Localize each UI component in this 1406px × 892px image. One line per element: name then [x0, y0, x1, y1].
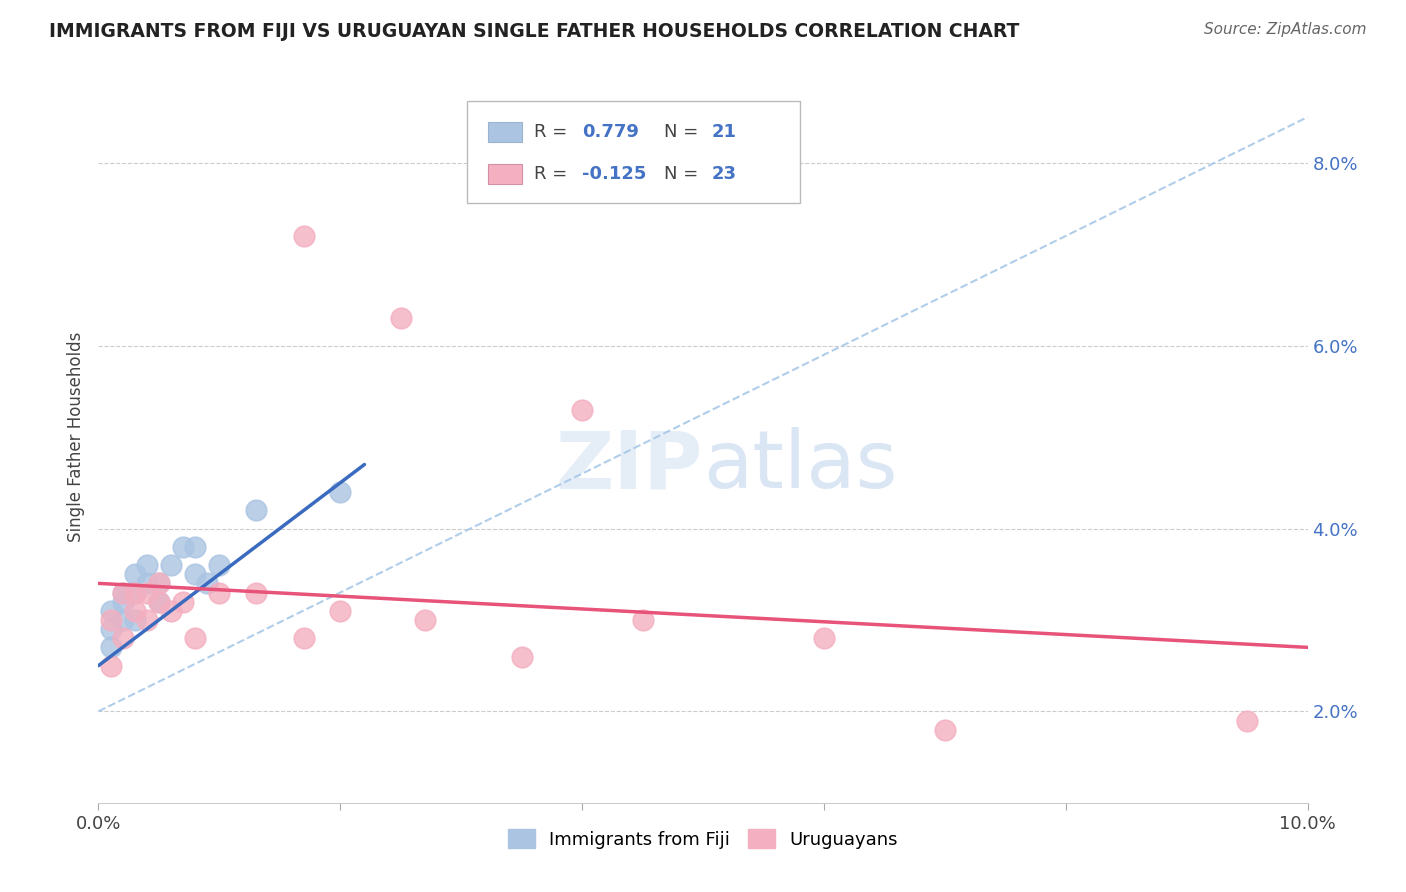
Text: N =: N =: [664, 123, 704, 141]
Point: [184, 567, 207, 582]
Text: -0.125: -0.125: [582, 165, 647, 183]
Point: [160, 558, 183, 573]
Point: [184, 540, 207, 554]
Point: [100, 622, 122, 636]
Point: [148, 576, 170, 591]
Text: IMMIGRANTS FROM FIJI VS URUGUAYAN SINGLE FATHER HOUSEHOLDS CORRELATION CHART: IMMIGRANTS FROM FIJI VS URUGUAYAN SINGLE…: [49, 22, 1019, 41]
Text: 21: 21: [711, 123, 737, 141]
Legend: Immigrants from Fiji, Uruguayans: Immigrants from Fiji, Uruguayans: [501, 822, 905, 856]
Point: [208, 558, 231, 573]
Text: N =: N =: [664, 165, 704, 183]
Bar: [488, 122, 522, 143]
Point: [813, 632, 835, 646]
Point: [245, 585, 267, 599]
Point: [111, 632, 134, 646]
Point: [208, 585, 231, 599]
Y-axis label: Single Father Households: Single Father Households: [67, 332, 86, 542]
Point: [111, 585, 134, 599]
Point: [184, 632, 207, 646]
Point: [111, 585, 134, 599]
Point: [148, 594, 170, 608]
Point: [124, 585, 146, 599]
Point: [124, 604, 146, 618]
Point: [100, 640, 122, 655]
Point: [100, 613, 122, 627]
Point: [124, 567, 146, 582]
Point: [245, 503, 267, 517]
Point: [510, 649, 533, 664]
Point: [413, 613, 436, 627]
Point: [292, 229, 315, 244]
Point: [934, 723, 956, 737]
Point: [1236, 714, 1258, 728]
Point: [172, 540, 194, 554]
Point: [172, 594, 194, 608]
Point: [571, 402, 593, 417]
Point: [135, 558, 157, 573]
Text: atlas: atlas: [703, 427, 897, 506]
Bar: [488, 163, 522, 184]
Point: [100, 604, 122, 618]
Point: [111, 613, 134, 627]
Point: [329, 485, 352, 500]
Point: [111, 594, 134, 608]
Text: 0.779: 0.779: [582, 123, 638, 141]
Point: [135, 576, 157, 591]
Point: [135, 613, 157, 627]
Point: [124, 613, 146, 627]
Point: [292, 632, 315, 646]
Point: [148, 594, 170, 608]
FancyBboxPatch shape: [467, 101, 800, 203]
Point: [195, 576, 218, 591]
Point: [160, 604, 183, 618]
Point: [100, 658, 122, 673]
Text: R =: R =: [534, 165, 572, 183]
Point: [148, 576, 170, 591]
Text: R =: R =: [534, 123, 572, 141]
Point: [631, 613, 654, 627]
Point: [389, 311, 412, 326]
Point: [135, 585, 157, 599]
Point: [329, 604, 352, 618]
Text: Source: ZipAtlas.com: Source: ZipAtlas.com: [1204, 22, 1367, 37]
Text: ZIP: ZIP: [555, 427, 703, 506]
Point: [124, 585, 146, 599]
Text: 23: 23: [711, 165, 737, 183]
